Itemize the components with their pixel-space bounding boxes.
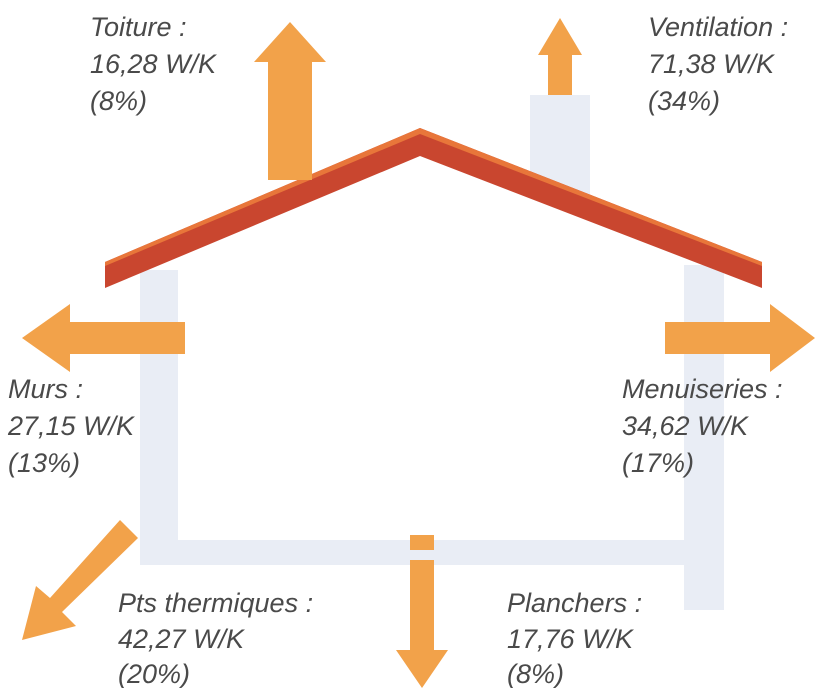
arrow-floor — [396, 560, 448, 688]
heat-loss-diagram: Toiture : 16,28 W/K (8%) Ventilation : 7… — [0, 0, 819, 688]
house — [105, 95, 762, 610]
arrow-floor-tail — [410, 535, 434, 550]
item-name: Menuiseries : — [622, 374, 783, 404]
item-name: Toiture : — [90, 12, 187, 42]
item-name: Ventilation : — [648, 12, 788, 42]
item-name: Pts thermiques : — [118, 588, 313, 618]
arrow-ventilation — [538, 18, 582, 95]
roof — [105, 128, 762, 288]
item-value: 34,62 W/K — [622, 411, 749, 441]
left-wall — [140, 270, 178, 565]
item-name: Planchers : — [507, 588, 642, 618]
item-value: 27,15 W/K — [7, 411, 135, 441]
item-share: (17%) — [622, 448, 694, 478]
item-value: 17,76 W/K — [507, 624, 634, 654]
item-share: (20%) — [118, 659, 190, 688]
item-share: (8%) — [90, 86, 147, 116]
item-value: 42,27 W/K — [118, 624, 245, 654]
arrow-thermal-bridges — [22, 520, 138, 640]
item-name: Murs : — [8, 374, 83, 404]
item-value: 71,38 W/K — [648, 49, 775, 79]
arrow-roof — [254, 22, 326, 180]
item-share: (13%) — [8, 448, 80, 478]
item-value: 16,28 W/K — [90, 49, 217, 79]
item-share: (8%) — [507, 659, 564, 688]
item-share: (34%) — [648, 86, 720, 116]
